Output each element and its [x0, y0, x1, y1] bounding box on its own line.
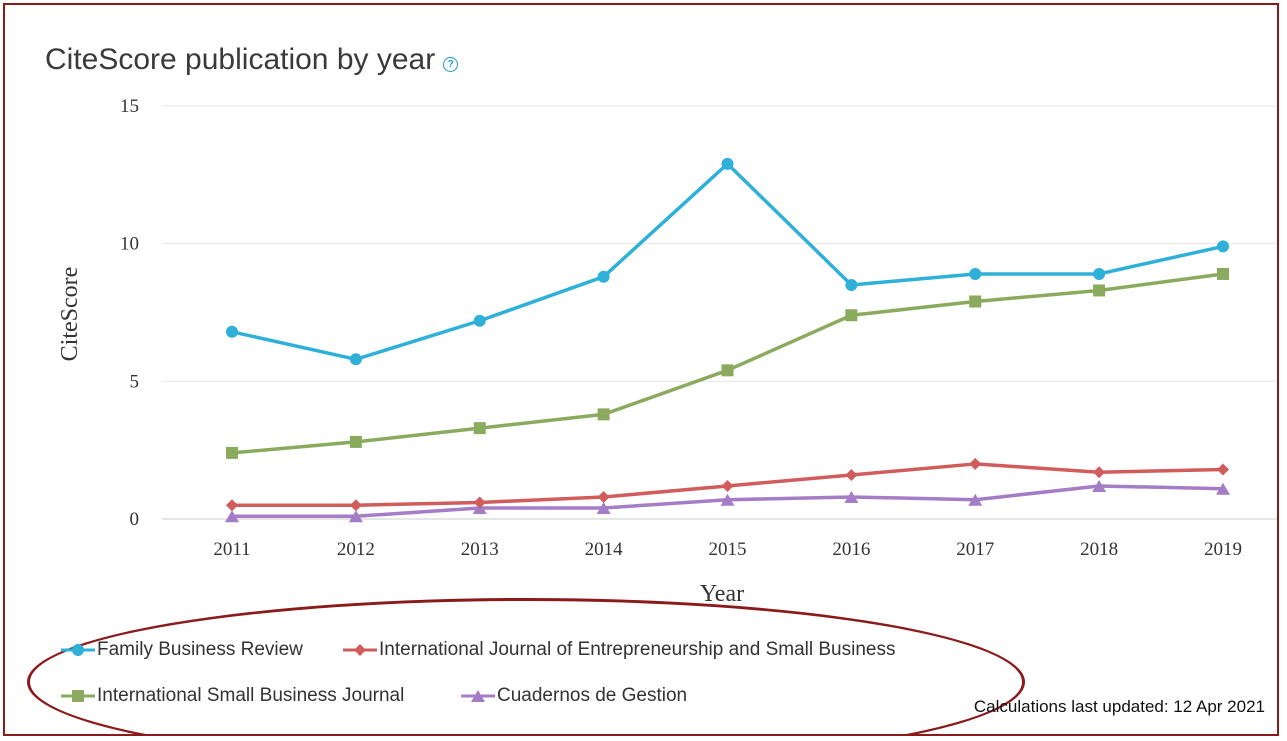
data-point: [473, 314, 486, 327]
title-row: CiteScore publication by year ?: [45, 43, 459, 77]
legend-marker-triangle-icon: [461, 690, 495, 702]
data-point: [721, 157, 734, 170]
question-circle-icon[interactable]: ?: [443, 56, 459, 72]
x-tick-label: 2011: [213, 539, 250, 560]
data-point: [1217, 463, 1229, 476]
x-axis-label: Year: [700, 581, 744, 607]
series-line: [231, 272, 1224, 455]
x-tick-label: 2012: [337, 539, 375, 560]
data-point: [1093, 466, 1106, 479]
data-point: [1093, 284, 1106, 297]
data-point: [226, 325, 238, 338]
chart-panel: CiteScore publication by year ? 0 5 10 15 20…: [3, 3, 1279, 736]
data-point: [597, 270, 610, 283]
legend-marker-square-icon: [61, 690, 95, 702]
data-point: [348, 510, 363, 523]
data-point: [1216, 482, 1230, 495]
data-point: [1092, 479, 1107, 492]
legend-label: International Small Business Journal: [97, 685, 405, 706]
data-point: [226, 499, 238, 512]
x-tick-label: 2018: [1080, 539, 1118, 560]
data-point: [596, 501, 611, 514]
data-point: [226, 446, 238, 459]
y-tick-label: 0: [130, 509, 140, 530]
y-tick-label: 10: [120, 234, 139, 255]
data-point: [1093, 267, 1106, 280]
data-point: [845, 278, 858, 291]
data-point: [473, 496, 486, 509]
data-point: [1217, 240, 1229, 253]
legend-label: Family Business Review: [97, 639, 303, 660]
data-point: [721, 479, 734, 492]
data-point: [473, 422, 486, 435]
legend-label: Cuadernos de Gestion: [497, 685, 688, 706]
legend-item-ijesb[interactable]: International Journal of Entrepreneurshi…: [343, 639, 895, 661]
x-tick-label: 2017: [956, 539, 994, 560]
y-axis-label: CiteScore: [57, 267, 83, 362]
data-point: [225, 510, 239, 523]
data-point: [845, 309, 858, 322]
data-point: [721, 364, 734, 377]
legend-marker-circle-icon: [61, 644, 95, 656]
data-point: [349, 353, 362, 366]
data-point: [1217, 267, 1229, 280]
x-tick-label: 2013: [461, 539, 499, 560]
data-point: [968, 493, 983, 506]
data-point: [597, 408, 610, 421]
y-tick-label: 5: [130, 371, 140, 392]
chart-title: CiteScore publication by year: [45, 43, 436, 76]
data-point: [349, 499, 362, 512]
y-tick-label: 15: [120, 96, 139, 117]
legend-marker-diamond-icon: [343, 644, 377, 656]
x-tick-label: 2016: [832, 539, 870, 560]
data-point: [845, 468, 858, 481]
data-point: [720, 493, 735, 506]
data-point: [349, 435, 362, 448]
legend-item-cuadernos[interactable]: Cuadernos de Gestion: [461, 685, 687, 707]
x-tick-label: 2015: [709, 539, 747, 560]
last-updated-text: Calculations last updated: 12 Apr 2021: [973, 697, 1265, 716]
data-point: [969, 295, 982, 308]
legend-item-isbj[interactable]: International Small Business Journal: [61, 685, 404, 707]
x-tick-label: 2019: [1204, 539, 1242, 560]
legend-item-family-business-review[interactable]: Family Business Review: [61, 639, 303, 661]
x-tick-label: 2014: [585, 539, 624, 560]
data-point: [844, 490, 859, 503]
data-point: [969, 457, 982, 470]
line-chart: 0 5 10 15 2011 2012 2013 2014 2015 2016 2017 2018 20…: [57, 96, 1277, 607]
data-point: [597, 490, 610, 503]
data-point: [969, 267, 982, 280]
legend-label: International Journal of Entrepreneurshi…: [379, 639, 896, 660]
series-line: [231, 162, 1224, 362]
